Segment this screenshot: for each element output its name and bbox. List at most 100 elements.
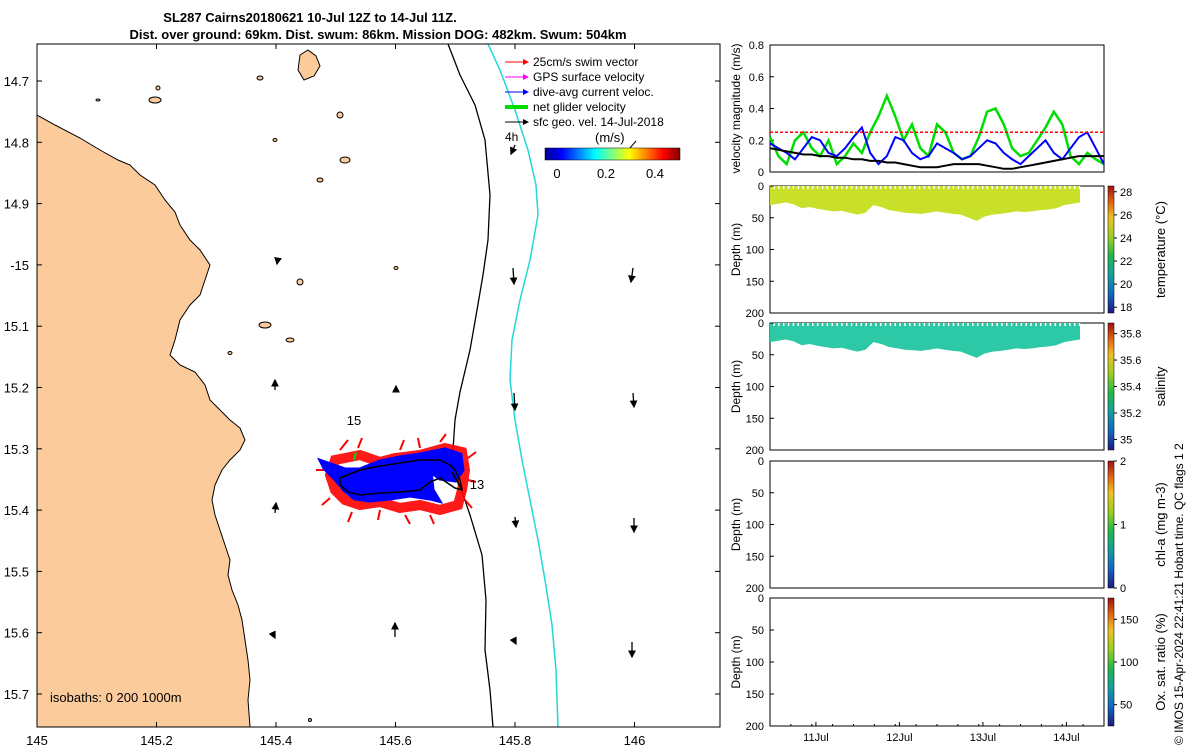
velocity-y-tick-label: 0.8 [749,40,764,52]
time-tick-label: 12Jul [886,732,912,744]
colorbar-tick-label: 35.6 [1120,355,1141,367]
colorbar-tick-label: 50 [1120,700,1132,712]
velocity-y-label: velocity magnitude (m/s) [729,43,743,173]
depth-y-tick-label: 0 [758,318,764,330]
map-y-tick-label: 15.6 [4,626,29,641]
glider-track [316,433,477,525]
speed-colorbar-tick-0: 0 [553,166,560,181]
map-panel: 15 13 145 145.2 145.4 145.6 145.8 146 14.714.… [4,43,721,748]
depth-y-tick-label: 50 [752,213,764,225]
depth-plot-frame-4 [769,597,1105,727]
time-tick-label: 14Jul [1053,732,1079,744]
depth-y-tick-label: 100 [746,657,764,669]
map-x-tick-label: 145 [26,733,48,748]
map-y-tick-label: 14.9 [4,197,29,212]
colorbar-tick-label: 18 [1120,302,1132,314]
profile-section-2 [770,323,1080,358]
velocity-series-net-glider-velocity [768,92,1105,167]
time-tick-label: 13Jul [970,732,996,744]
colorbar-tick-label: 35.4 [1120,382,1141,394]
colorbar-tick-label: 1 [1120,520,1126,532]
velocity-plot-frame [769,44,1105,173]
depth-y-tick-label: 150 [746,551,764,563]
velocity-y-tick-label: 0.2 [749,135,764,147]
map-y-tick-label: -15 [10,258,29,273]
depth-y-tick-label: 100 [746,382,764,394]
depth-y-tick-label: 200 [746,445,764,457]
colorbar-tick-label: 100 [1120,657,1138,669]
legend-label-1: GPS surface velocity [533,70,644,84]
isobaths-note: isobaths: 0 200 1000m [50,690,182,705]
colorbar-tick-label: 0 [1120,583,1126,595]
colorbar-tick-label: 22 [1120,256,1132,268]
map-legend: 25cm/s swim vector GPS surface velocity … [505,55,681,181]
depth-y-tick-label: 200 [746,583,764,595]
legend-time: 4h [505,130,518,144]
colorbar-label-1: temperature (°C) [1153,201,1168,298]
depth-y-tick-label: 100 [746,520,764,532]
colorbar-2 [1107,322,1115,451]
colorbar-unit: (m/s) [595,130,625,145]
isobath-1000m [487,44,559,727]
colorbar-tick-label: 26 [1120,210,1132,222]
dive-avg-current-vectors [317,447,465,504]
depth-y-tick-label: 50 [752,625,764,637]
depth-y-label: Depth (m) [729,635,743,688]
net-track-line [339,459,463,496]
colorbar-label-3: chl-a (mg m-3) [1153,482,1168,567]
legend-label-4: sfc geo. vel. 14-Jul-2018 [533,115,664,129]
depth-y-label: Depth (m) [729,498,743,551]
map-y-tick-label: 15.1 [4,319,29,334]
map-y-tick-label: 15.5 [4,564,29,579]
speed-colorbar-tick-1: 0.2 [597,166,615,181]
colorbar-1 [1107,185,1115,314]
colorbar-tick-label: 28 [1120,187,1132,199]
colorbar-tick-label: 35 [1120,434,1132,446]
depth-y-tick-label: 200 [746,308,764,320]
map-x-tick-label: 145.6 [379,733,412,748]
velocity-y-tick-label: 0.6 [749,72,764,84]
time-tick-label: 11Jul [803,732,828,744]
map-y-tick-label: 15.7 [4,687,29,702]
depth-y-tick-label: 50 [752,350,764,362]
map-y-tick-label: 15.4 [4,503,29,518]
depth-y-tick-label: 150 [746,413,764,425]
colorbar-tick-label: 150 [1120,614,1138,626]
velocity-series-sfc-geo-vel- [769,147,1104,170]
profile-section-1 [770,186,1080,221]
depth-y-tick-label: 150 [746,276,764,288]
islands [95,49,399,722]
colorbar-tick-label: 2 [1120,456,1126,468]
map-x-tick-label: 145.4 [260,733,293,748]
copyright-note: © IMOS 15-Apr-2024 22:41:21 Hobart time.… [1172,443,1186,745]
depth-y-tick-label: 0 [758,593,764,605]
legend-label-3: net glider velocity [533,100,626,114]
map-frame [36,43,721,728]
depth-y-tick-label: 100 [746,245,764,257]
colorbar-tick-label: 35.8 [1120,329,1141,341]
legend-label-2: dive-avg current veloc. [533,85,654,99]
depth-y-tick-label: 0 [758,456,764,468]
isobath-200m [447,44,494,727]
speed-colorbar [544,147,681,161]
time-axis: 11Jul 12Jul 13Jul 14Jul [769,722,1105,744]
depth-y-label: Depth (m) [729,360,743,413]
depth-y-tick-label: 200 [746,721,764,733]
map-x-tick-label: 145.2 [140,733,173,748]
sfc-geo-vel-arrows [268,144,638,659]
map-y-tick-label: 15.2 [4,381,29,396]
depth-plot-frame-3 [769,460,1105,589]
colorbar-label-2: salinity [1153,366,1168,406]
velocity-panel: 0 0.2 0.4 0.6 0.8 velocity magnitude (m/s) [729,40,1105,179]
depth-y-tick-label: 150 [746,689,764,701]
coastline-land [37,44,251,727]
map-x-tick-label: 145.8 [499,733,532,748]
depth-y-label: Depth (m) [729,223,743,276]
map-x-tick-label: 146 [624,733,646,748]
title-line-2: Dist. over ground: 69km. Dist. swum: 86k… [129,27,626,42]
velocity-y-tick-label: 0 [758,167,764,179]
colorbar-3 [1107,460,1115,589]
map-x-axis: 145 145.2 145.4 145.6 145.8 146 [26,44,645,748]
map-y-tick-label: 14.7 [4,74,29,89]
